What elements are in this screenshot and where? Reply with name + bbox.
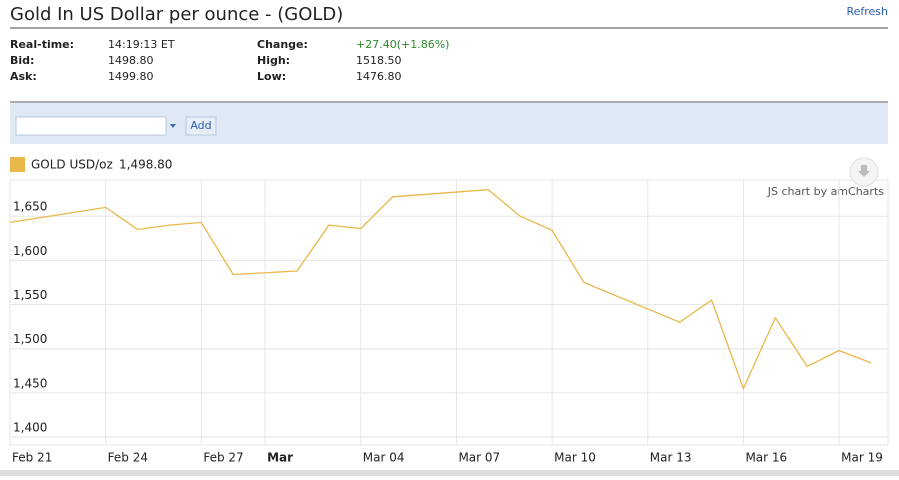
legend-name: GOLD USD/oz bbox=[31, 158, 113, 172]
quote-value: 1518.50 bbox=[356, 54, 402, 67]
y-tick-label: 1,500 bbox=[13, 332, 47, 346]
quote-label: Ask: bbox=[10, 70, 37, 83]
quote-value: 14:19:13 ET bbox=[108, 38, 175, 51]
x-tick-label: Mar 19 bbox=[841, 451, 883, 465]
x-tick-label: Mar 16 bbox=[745, 451, 787, 465]
quote-value: 1476.80 bbox=[356, 70, 402, 83]
quote-label: Real-time: bbox=[10, 38, 74, 51]
quote-label: Bid: bbox=[10, 54, 34, 67]
x-tick-label: Mar 07 bbox=[458, 451, 500, 465]
quote-label: Change: bbox=[257, 38, 308, 51]
x-tick-label: Mar bbox=[267, 451, 293, 465]
add-button[interactable] bbox=[185, 116, 217, 136]
title: Gold In US Dollar per ounce - (GOLD) bbox=[10, 4, 343, 25]
quote-value: +27.40(+1.86%) bbox=[356, 38, 449, 51]
dropdown-arrow[interactable] bbox=[170, 124, 176, 128]
quote-label: High: bbox=[257, 54, 290, 67]
x-tick-label: Mar 10 bbox=[554, 451, 596, 465]
plot-frame bbox=[9, 179, 889, 446]
x-tick-label: Feb 21 bbox=[12, 451, 52, 465]
y-tick-label: 1,400 bbox=[13, 421, 47, 435]
download-icon bbox=[858, 165, 870, 177]
y-tick-label: 1,450 bbox=[13, 376, 47, 390]
symbol-input[interactable] bbox=[15, 116, 167, 136]
x-tick-label: Feb 24 bbox=[108, 451, 148, 465]
refresh-link[interactable]: Refresh bbox=[846, 5, 888, 18]
add-button-label: Add bbox=[190, 119, 211, 132]
y-tick-label: 1,650 bbox=[13, 200, 47, 214]
x-tick-label: Feb 27 bbox=[203, 451, 243, 465]
scrollbar bbox=[0, 470, 899, 476]
price-line bbox=[9, 189, 872, 391]
quote-value: 1498.80 bbox=[108, 54, 154, 67]
x-tick-label: Mar 04 bbox=[363, 451, 405, 465]
x-tick-label: Mar 13 bbox=[650, 451, 692, 465]
y-tick-label: 1,550 bbox=[13, 288, 47, 302]
credit: JS chart by amCharts bbox=[767, 185, 884, 198]
quote-table: Real-time: 14:19:13 ET Change: +27.40(+1.86… bbox=[10, 38, 449, 83]
legend-value: 1,498.80 bbox=[119, 158, 172, 172]
quote-label: Low: bbox=[257, 70, 286, 83]
legend-swatch bbox=[10, 157, 25, 172]
quote-value: 1499.80 bbox=[108, 70, 154, 83]
y-tick-label: 1,600 bbox=[13, 244, 47, 258]
